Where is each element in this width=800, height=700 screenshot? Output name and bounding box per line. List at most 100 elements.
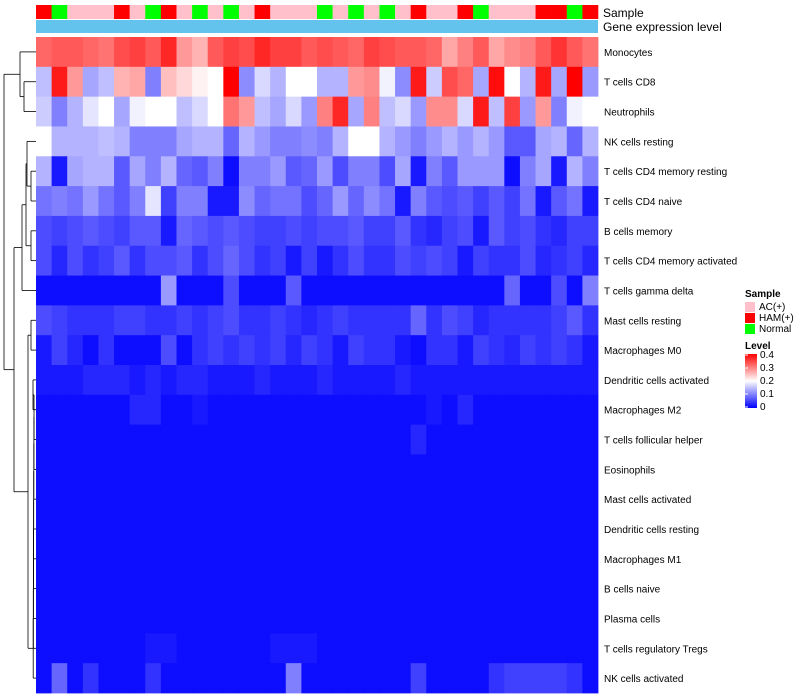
heatmap-cell [238,633,255,664]
heatmap-cell [473,484,490,515]
heatmap-cell [519,186,536,217]
heatmap-cell [332,603,349,634]
heatmap-cell [82,603,99,634]
heatmap-cell [129,484,146,515]
heatmap-cell [67,156,84,187]
heatmap-cell [98,96,115,127]
heatmap-cell [551,37,568,68]
heatmap-cell [301,454,318,485]
heatmap-cell [176,186,193,217]
heatmap-cell [285,37,302,68]
heatmap-cell [145,275,162,306]
heatmap-cell [395,186,412,217]
heatmap-cell [473,394,490,426]
heatmap-cell [192,66,209,98]
heatmap-cell [301,305,318,336]
heatmap-cell [535,275,552,306]
heatmap-cell [488,424,505,455]
heatmap-cell [67,543,84,575]
heatmap-cell [98,394,115,426]
heatmap-cell [332,126,349,157]
heatmap-cell [504,394,521,426]
heatmap-cell [519,514,536,545]
heatmap-cell [504,424,521,455]
heatmap-cell [51,394,68,426]
sample-annotation-cell [519,5,536,19]
heatmap-cell [379,454,396,485]
heatmap-cell [98,37,115,68]
heatmap-cell [566,394,583,426]
sample-annotation-cell [254,5,271,19]
heatmap-cell [192,37,209,68]
heatmap-cell [473,66,490,98]
heatmap-cell [348,126,365,157]
heatmap-cell [410,215,427,247]
heatmap-cell [441,514,458,545]
heatmap-cell [67,305,84,336]
heatmap-cell [223,126,240,157]
heatmap-cell [519,245,536,276]
heatmap-cell [535,156,552,187]
heatmap-cell [36,543,53,575]
heatmap-cell [270,514,287,545]
heatmap-cell [535,663,552,694]
heatmap-cell [238,66,255,98]
heatmap-cell [301,37,318,68]
heatmap-cell [410,305,427,336]
heatmap-cell [332,156,349,187]
heatmap-cell [207,126,224,157]
heatmap-cell [98,484,115,515]
heatmap-cell [535,573,552,604]
heatmap-cell [457,156,474,187]
heatmap-cell [348,514,365,545]
heatmap-cell [192,633,209,664]
heatmap-cell [566,245,583,276]
sample-annotation-cell [395,5,411,19]
legend-sample-title: Sample [745,289,781,300]
row-label: Plasma cells [604,614,660,625]
heatmap-cell [223,573,240,604]
heatmap-cell [379,424,396,455]
heatmap-cell [82,156,99,187]
heatmap-cell [207,305,224,336]
heatmap-cell [254,543,271,575]
sample-annotation-cell [36,5,52,19]
heatmap-cell [160,275,177,306]
heatmap-cell [223,245,240,276]
heatmap-cell [176,424,193,455]
heatmap-cell [551,424,568,455]
heatmap-cell [504,484,521,515]
heatmap-cell [426,96,443,127]
heatmap-cell [332,424,349,455]
heatmap-cell [145,484,162,515]
heatmap-cell [488,96,505,127]
heatmap-cell [176,335,193,366]
heatmap-cell [207,245,224,276]
heatmap-cell [285,126,302,157]
heatmap-cell [223,484,240,515]
heatmap-cell [441,156,458,187]
heatmap-cell [317,663,334,694]
heatmap-cell [82,573,99,604]
sample-annotation-cell [192,5,209,19]
heatmap-cell [395,156,412,187]
heatmap-cell [519,633,536,664]
heatmap-cell [36,156,53,187]
heatmap-cell [582,96,599,127]
sample-annotation-cell [363,5,380,19]
heatmap-cell [129,573,146,604]
heatmap-cell [582,603,599,634]
heatmap-cell [301,573,318,604]
heatmap-cell [363,424,380,455]
heatmap-cell [566,96,583,127]
heatmap-cell [551,394,568,426]
heatmap-cell [426,454,443,485]
heatmap-cell [67,275,84,306]
heatmap-cell [145,335,162,366]
heatmap-cell [270,335,287,366]
heatmap-cell [535,603,552,634]
heatmap-cell [441,454,458,485]
heatmap-cell [582,66,599,98]
heatmap-cell [51,245,68,276]
heatmap-cell [410,573,427,604]
